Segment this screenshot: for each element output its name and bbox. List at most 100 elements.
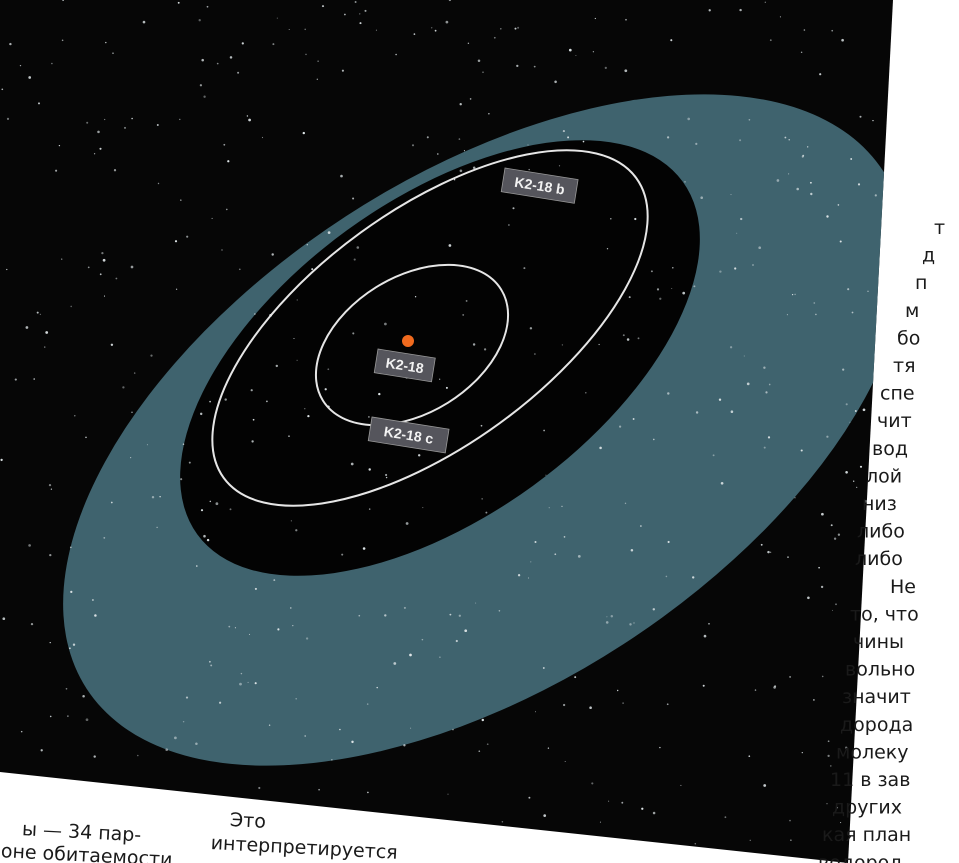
column-text: кая план (822, 824, 911, 846)
star-dot (353, 258, 356, 261)
star-dot (102, 258, 106, 262)
star-dot (884, 178, 887, 181)
star-dot (130, 265, 134, 269)
star-dot (527, 577, 530, 579)
star-dot (292, 624, 294, 627)
star-dot (694, 843, 697, 845)
star-dot (850, 158, 853, 160)
star-dot (362, 547, 366, 550)
star-dot (366, 703, 369, 705)
star-dot (124, 126, 126, 129)
star-dot (248, 118, 251, 122)
star-dot (344, 13, 346, 16)
star-dot (195, 565, 198, 567)
star-dot (99, 273, 102, 276)
star-dot (608, 800, 610, 802)
star-dot (619, 425, 622, 428)
star-dot (45, 331, 49, 334)
star-dot (554, 80, 557, 84)
star-dot (730, 410, 734, 413)
star-dot (483, 348, 487, 351)
star-dot (758, 246, 762, 250)
star-dot (874, 194, 877, 197)
star-dot (810, 192, 813, 196)
star-dot (14, 378, 17, 381)
star-dot (886, 255, 888, 257)
star-dot (103, 295, 106, 297)
star-dot (229, 56, 233, 59)
star-dot (752, 264, 754, 266)
column-text: бо (897, 327, 920, 349)
star-dot (486, 743, 489, 746)
star-dot (463, 150, 465, 152)
star-dot (626, 338, 630, 341)
star-dot (318, 788, 320, 791)
star-dot (93, 755, 96, 758)
star-dot (65, 687, 68, 690)
star-dot (837, 204, 840, 206)
star-dot (695, 142, 698, 146)
star-dot (640, 525, 642, 527)
star-dot (591, 782, 594, 785)
star-dot (818, 566, 820, 569)
star-dot (2, 617, 6, 621)
star-dot (577, 555, 581, 558)
star-dot (113, 169, 117, 172)
star-dot (767, 550, 770, 554)
star-dot (85, 718, 89, 722)
star-dot (410, 727, 412, 729)
star-dot (779, 16, 781, 18)
star-dot (359, 22, 362, 25)
star-dot (625, 18, 627, 21)
star-dot (115, 277, 118, 280)
star-dot (672, 266, 674, 269)
star-dot (763, 446, 766, 449)
star-dot (69, 546, 72, 549)
star-dot (477, 59, 481, 63)
star-dot (592, 51, 595, 53)
label-box (367, 416, 450, 454)
star-dot (375, 29, 377, 31)
star-dot (436, 153, 439, 155)
star-dot (650, 270, 653, 273)
star-dot (156, 124, 159, 126)
star-dot (275, 364, 279, 368)
star-dot (58, 144, 61, 147)
star-dot (1, 88, 4, 91)
star-dot (82, 695, 85, 698)
star-dot (554, 837, 557, 839)
star-dot (351, 740, 354, 744)
star-dot (554, 553, 557, 556)
star-dot (414, 296, 417, 298)
star-dot (426, 136, 429, 139)
star-dot (340, 174, 343, 178)
star-dot (796, 187, 799, 191)
star-dot (465, 299, 468, 302)
column-text: вольно (845, 659, 915, 681)
star-dot (599, 446, 602, 450)
star-dot (659, 297, 662, 300)
star-dot (464, 629, 468, 633)
star-dot (760, 543, 763, 546)
star-dot (802, 154, 805, 157)
star-dot (528, 796, 531, 799)
star-dot (485, 511, 488, 514)
star-dot (666, 703, 669, 706)
body-text: Это (229, 809, 266, 833)
star-dot (317, 60, 319, 62)
star-dot (529, 327, 533, 330)
star-dot (634, 217, 637, 221)
star-dot (896, 264, 898, 266)
star-dot (857, 183, 861, 186)
star-dot (605, 621, 609, 624)
star-dot (86, 121, 89, 124)
star-dot (302, 131, 305, 135)
star-dot (239, 682, 242, 686)
star-dot (251, 440, 254, 443)
star-dot (142, 20, 146, 24)
label-text: K2-18 b (513, 174, 565, 198)
star-dot (409, 653, 412, 657)
star-dot (174, 736, 177, 740)
star-dot (159, 496, 161, 498)
star-dot (794, 293, 796, 296)
